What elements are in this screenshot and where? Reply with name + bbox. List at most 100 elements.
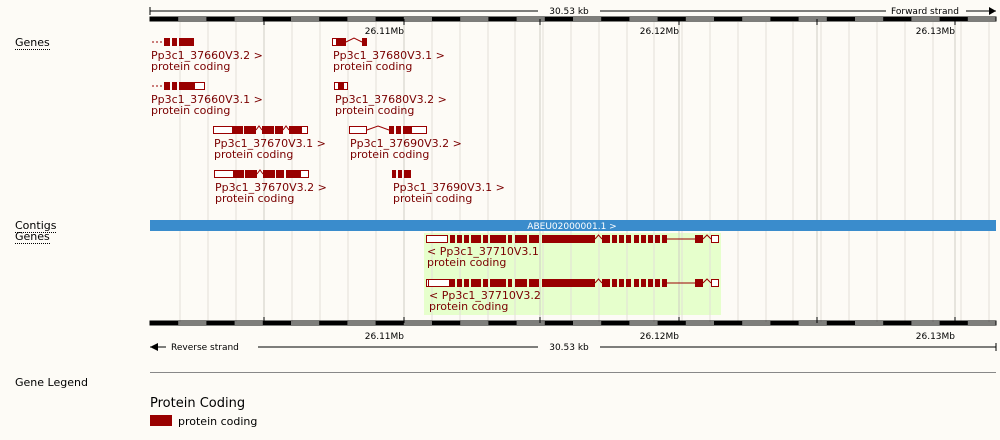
coding-exon — [234, 170, 244, 178]
top-scale-segment — [714, 17, 743, 21]
utr-exon — [301, 126, 308, 134]
tick-label-0: 26.11Mb — [365, 27, 405, 37]
coding-exon — [263, 170, 275, 178]
utr-exon — [426, 235, 448, 243]
gene-label-37660v31[interactable]: Pp3c1_37660V3.1 > — [151, 93, 263, 106]
bottom-scale-segment — [826, 321, 855, 325]
utr-exon — [213, 126, 233, 134]
utr-exon — [214, 170, 234, 178]
top-scale-segment — [262, 17, 291, 21]
tick-label-bottom-0: 26.11Mb — [365, 332, 405, 342]
coding-exon — [276, 170, 284, 178]
bottom-scale-segment — [262, 321, 291, 325]
intron — [345, 37, 363, 43]
gene-label-37680v32[interactable]: Pp3c1_37680V3.2 > — [335, 93, 447, 106]
gene-label-37660v32[interactable]: Pp3c1_37660V3.2 > — [151, 49, 263, 62]
bottom-scale-segment — [150, 321, 179, 325]
legend-swatch — [150, 415, 172, 426]
genes-reverse-track-label[interactable]: Genes — [15, 230, 50, 244]
legend-item-label: protein coding — [178, 415, 258, 428]
bottom-scale-segment — [375, 321, 404, 325]
top-scale-segment — [657, 17, 686, 21]
coding-exon — [515, 235, 527, 243]
top-scale-segment — [770, 17, 799, 21]
coding-exon — [398, 170, 402, 178]
span-label: 30.53 kb — [549, 7, 589, 17]
intron — [282, 125, 290, 131]
coding-exon — [338, 82, 344, 90]
gene-label-37690v32[interactable]: Pp3c1_37690V3.2 > — [350, 137, 462, 150]
tick-label-2: 26.13Mb — [916, 27, 956, 37]
gene-label-37670v31[interactable]: Pp3c1_37670V3.1 > — [214, 137, 326, 150]
legend-title: Protein Coding — [150, 396, 246, 411]
coding-exon — [641, 279, 646, 287]
intron — [366, 125, 390, 131]
coding-exon — [450, 279, 455, 287]
top-scale-segment — [601, 17, 630, 21]
utr-exon — [411, 126, 427, 134]
top-scale-segment — [432, 17, 461, 21]
coding-exon — [508, 279, 512, 287]
gene-label-37710v31[interactable]: < Pp3c1_37710V3.1 — [427, 245, 539, 258]
contigs-track-label[interactable]: Contigs — [15, 219, 57, 233]
coding-exon — [626, 235, 631, 243]
gene-biotype: protein coding — [335, 104, 415, 117]
utr-exon — [711, 235, 719, 243]
coding-exon — [262, 126, 274, 134]
bottom-scale-segment — [206, 321, 235, 325]
bottom-scale-segment — [488, 321, 517, 325]
coding-exon — [490, 279, 506, 287]
bottom-scale-segment — [432, 321, 461, 325]
intron — [594, 278, 603, 284]
top-scale-segment — [488, 17, 517, 21]
bottom-scale-segment — [601, 321, 630, 325]
utr-exon — [194, 82, 205, 90]
coding-exon — [172, 82, 177, 90]
intron — [255, 125, 263, 131]
coding-exon — [529, 279, 539, 287]
coding-exon — [245, 170, 257, 178]
bottom-scale-segment — [657, 321, 686, 325]
coding-exon — [450, 235, 455, 243]
coding-exon — [464, 235, 469, 243]
gene-label-37680v31[interactable]: Pp3c1_37680V3.1 > — [333, 49, 445, 62]
coding-exon — [389, 126, 394, 134]
utr-exon — [300, 170, 309, 178]
coding-exon — [619, 235, 624, 243]
gene-biotype: protein coding — [350, 148, 430, 161]
coding-exon — [529, 235, 539, 243]
bottom-scale-segment — [714, 321, 743, 325]
contig-bar[interactable] — [150, 220, 996, 231]
bottom-scale-segment — [883, 321, 912, 325]
coding-exon — [336, 38, 346, 46]
coding-exon — [464, 279, 469, 287]
utr-exon — [711, 279, 719, 287]
genes-track-label[interactable]: Genes — [15, 36, 50, 50]
coding-exon — [179, 82, 194, 90]
coding-exon — [602, 279, 610, 287]
gene-label-37710v32[interactable]: < Pp3c1_37710V3.2 — [429, 289, 541, 302]
top-scale-segment — [544, 17, 573, 21]
coding-exon — [612, 279, 617, 287]
coding-exon — [695, 235, 703, 243]
coding-exon — [286, 170, 300, 178]
coding-exon — [471, 235, 481, 243]
bottom-scale-segment — [939, 321, 968, 325]
contig-label: ABEU02000001.1 > — [527, 222, 616, 232]
coding-exon — [164, 82, 170, 90]
coding-exon — [602, 235, 610, 243]
gene-biotype: protein coding — [427, 256, 507, 269]
utr-exon — [428, 279, 450, 287]
coding-exon — [471, 279, 481, 287]
coding-exon — [655, 235, 660, 243]
coding-exon — [648, 279, 653, 287]
gene-label-37690v31[interactable]: Pp3c1_37690V3.1 > — [393, 181, 505, 194]
coding-exon — [648, 235, 653, 243]
gene-label-37670v32[interactable]: Pp3c1_37670V3.2 > — [215, 181, 327, 194]
top-scale-segment — [206, 17, 235, 21]
top-scale-segment — [375, 17, 404, 21]
forward-strand-label: Forward strand — [891, 7, 959, 17]
coding-exon — [172, 38, 177, 46]
forward-arrow — [989, 7, 996, 15]
